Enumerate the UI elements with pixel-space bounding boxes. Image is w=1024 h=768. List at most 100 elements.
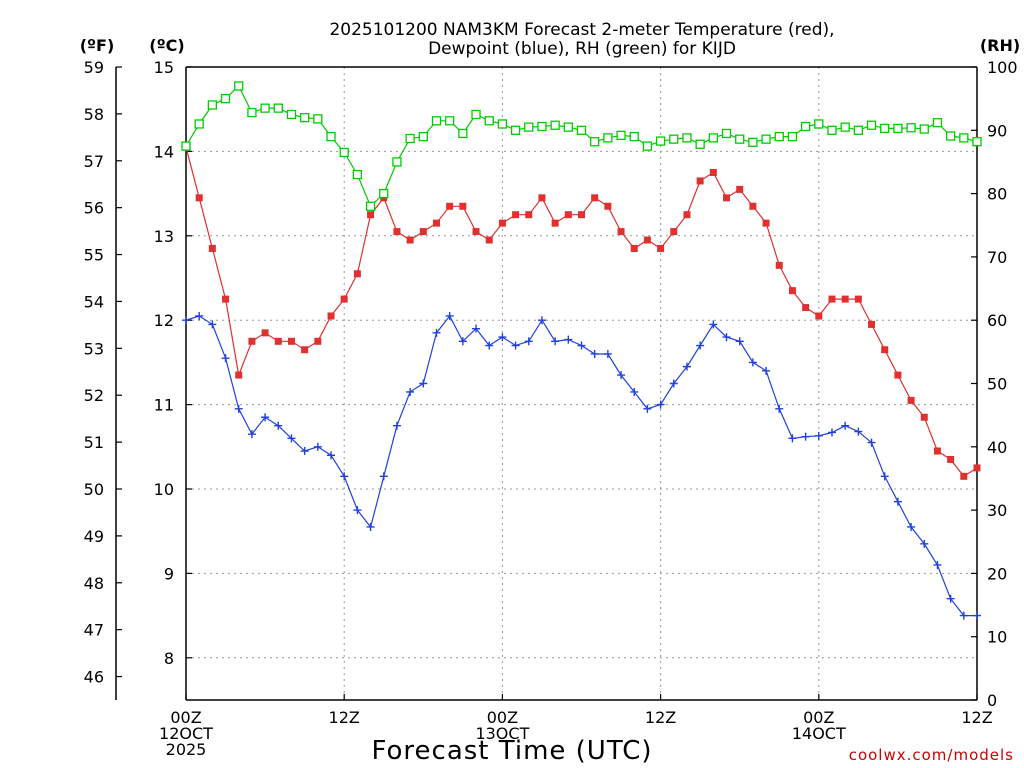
2-meter-temperature-point <box>775 261 783 269</box>
dewpoint-point <box>735 337 744 346</box>
dewpoint-line <box>185 314 977 617</box>
2-meter-temperature-point <box>287 337 295 345</box>
f-tick-label: 56 <box>84 199 104 218</box>
2-meter-temperature-point <box>841 295 849 303</box>
dewpoint-point <box>340 472 349 481</box>
rh-point <box>827 125 837 135</box>
dewpoint-point <box>498 333 507 342</box>
dewpoint-point <box>353 506 362 515</box>
2-meter-temperature-point <box>709 169 717 176</box>
2-meter-temperature-point <box>274 337 282 345</box>
dewpoint-point <box>287 434 296 443</box>
2-meter-temperature-point <box>723 194 731 202</box>
rh-point <box>945 131 956 141</box>
rh-tick-label: 30 <box>987 501 1007 520</box>
rh-point <box>800 121 811 132</box>
dewpoint-point <box>551 337 560 346</box>
rh-point <box>972 137 982 147</box>
2-meter-temperature-point <box>815 312 823 320</box>
rh-point <box>893 123 903 134</box>
2-meter-temperature-point <box>459 202 467 210</box>
c-tick-label: 10 <box>154 480 174 499</box>
2-meter-temperature-point <box>920 413 928 421</box>
2-meter-temperature-point <box>195 194 203 202</box>
2-meter-temperature-point <box>353 270 361 278</box>
c-tick-label: 14 <box>154 142 174 161</box>
rh-point <box>642 141 653 151</box>
2-meter-temperature-point <box>591 194 599 202</box>
2-meter-temperature-point <box>314 337 322 345</box>
rh-point <box>299 112 310 123</box>
f-tick-label: 52 <box>84 386 104 405</box>
dewpoint-point <box>445 311 454 320</box>
2-meter-temperature-point <box>617 228 625 236</box>
f-tick-label: 50 <box>84 480 104 499</box>
2-meter-temperature-point <box>222 295 230 303</box>
rh-point <box>761 134 771 144</box>
2-meter-temperature-point <box>749 202 757 210</box>
rh-point <box>458 128 468 139</box>
unit-label-rh: (RH) <box>980 36 1020 55</box>
rh-point <box>669 134 679 144</box>
dewpoint-point <box>261 413 270 422</box>
dewpoint-point <box>709 320 718 329</box>
axes <box>115 66 978 701</box>
rh-tick-label: 0 <box>987 691 997 710</box>
2-meter-temperature-point <box>762 219 770 227</box>
dewpoint-point <box>247 430 256 439</box>
dewpoint-point <box>801 432 810 441</box>
2-meter-temperature-series <box>182 143 981 480</box>
dewpoint-point <box>577 341 586 350</box>
2-meter-temperature-point <box>630 244 638 252</box>
2-meter-temperature-point <box>485 236 493 244</box>
rh-point <box>326 131 336 142</box>
dewpoint-point <box>392 421 401 430</box>
dewpoint-point <box>234 404 243 413</box>
dewpoint-point <box>959 611 968 620</box>
rh-line <box>185 85 978 208</box>
x-tick-label: 12OCT <box>159 724 213 743</box>
dewpoint-point <box>933 560 942 569</box>
2-meter-temperature-point <box>472 228 480 236</box>
x-tick-label: 12Z <box>329 708 360 727</box>
2-meter-temperature-point <box>960 472 968 480</box>
2-meter-temperature-point <box>788 287 796 295</box>
2-meter-temperature-point <box>907 396 915 404</box>
rh-tick-label: 20 <box>987 564 1007 583</box>
dewpoint-point <box>973 611 981 620</box>
rh-point <box>748 137 758 147</box>
rh-point <box>234 81 244 91</box>
2-meter-temperature-point <box>340 295 348 303</box>
rh-point <box>906 123 916 133</box>
dewpoint-point <box>682 362 691 371</box>
2-meter-temperature-point <box>802 304 810 312</box>
c-tick-label: 8 <box>164 649 174 668</box>
rh-point <box>418 131 428 142</box>
dewpoint-point <box>432 328 441 337</box>
dewpoint-point <box>854 427 863 436</box>
dewpoint-point <box>696 341 705 350</box>
2-meter-temperature-point <box>498 219 506 227</box>
2-meter-temperature-point <box>512 211 520 219</box>
rh-point <box>695 139 705 149</box>
rh-point <box>207 100 218 110</box>
2-meter-temperature-point <box>525 211 533 219</box>
rh-point <box>260 103 270 113</box>
dewpoint-point <box>208 320 217 329</box>
rh-point <box>853 125 863 135</box>
rh-point <box>431 116 442 126</box>
rh-point <box>379 188 389 199</box>
title-line: 2025101200 NAM3KM Forecast 2-meter Tempe… <box>329 20 834 40</box>
f-tick-label: 58 <box>84 105 104 124</box>
dewpoint-point <box>182 316 190 325</box>
dewpoint-point <box>195 311 204 320</box>
dewpoint-point <box>511 341 520 350</box>
dewpoint-point <box>669 379 678 388</box>
2-meter-temperature-point <box>551 219 559 227</box>
2-meter-temperature-point <box>261 329 269 337</box>
2-meter-temperature-line <box>185 147 978 478</box>
x-tick-label: 12Z <box>645 708 676 727</box>
f-tick-label: 46 <box>84 668 104 687</box>
dewpoint-point <box>327 451 336 460</box>
